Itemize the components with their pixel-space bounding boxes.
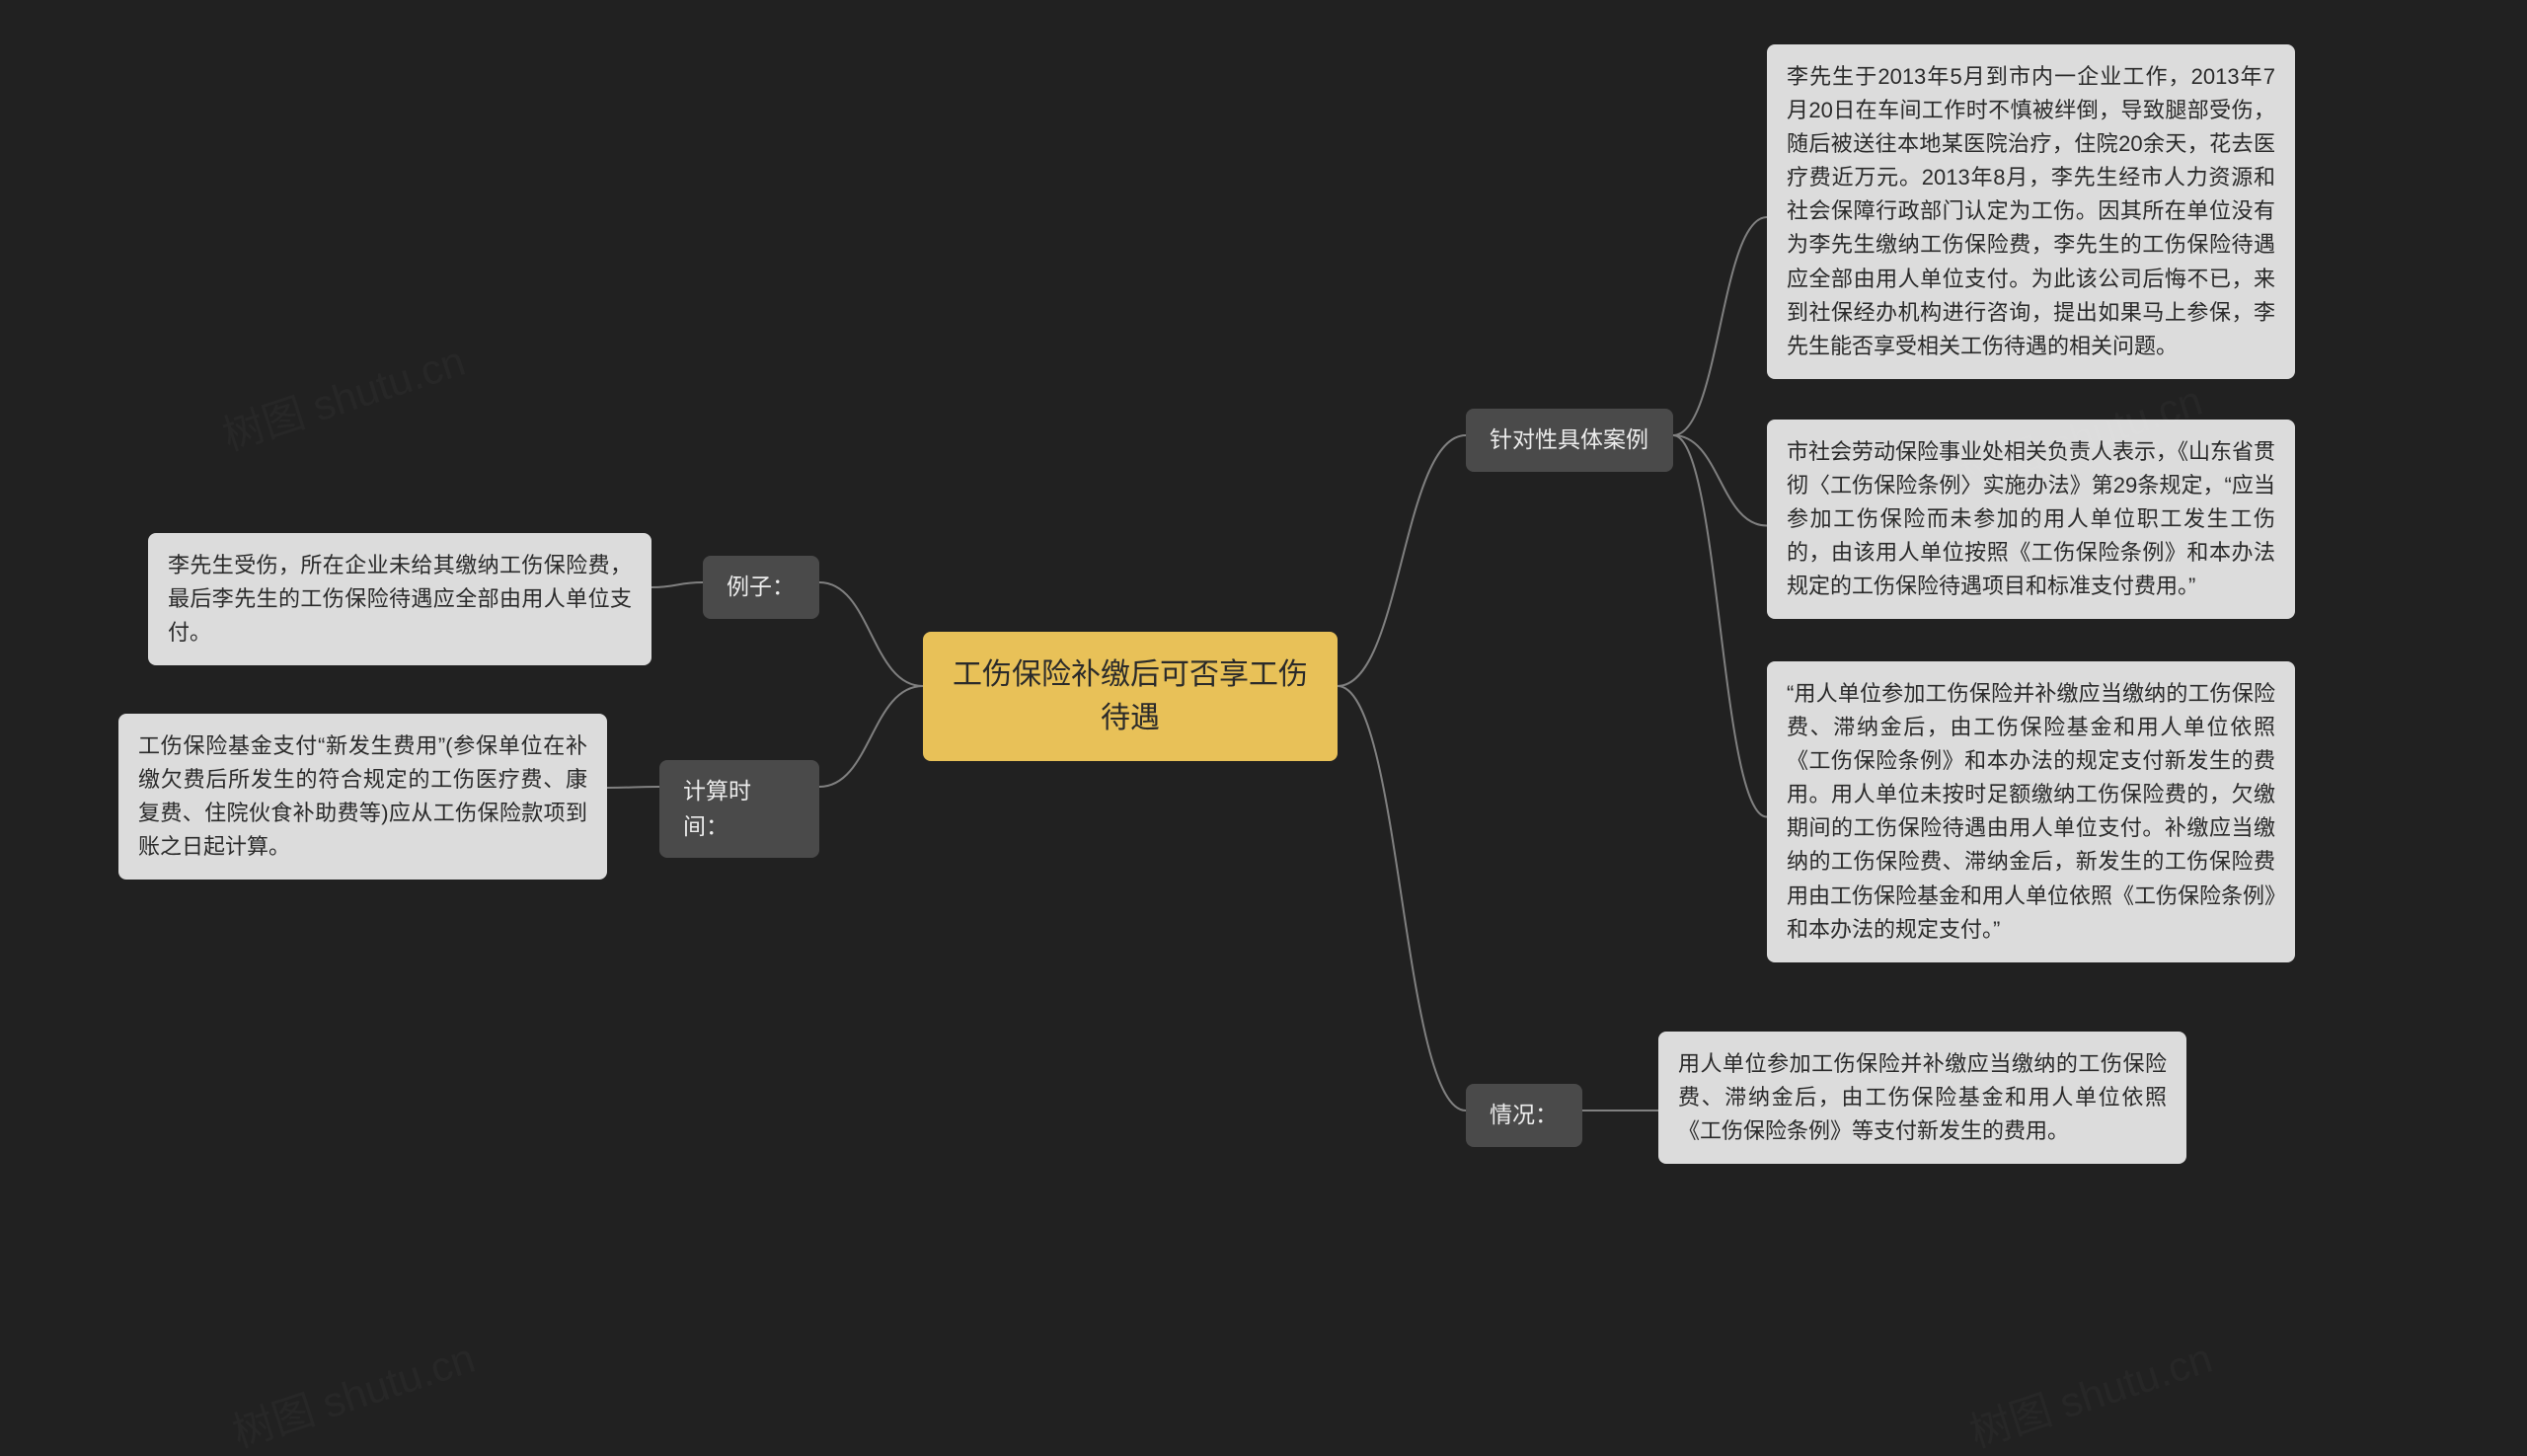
l_case2-label: 市社会劳动保险事业处相关负责人表示，《山东省贯彻〈工伤保险条例〉实施办法》第29… (1787, 439, 2275, 598)
l_time: 工伤保险基金支付“新发生费用”(参保单位在补缴欠费后所发生的符合规定的工伤医疗费… (118, 714, 607, 880)
l_situation: 用人单位参加工伤保险并补缴应当缴纳的工伤保险费、滞纳金后，由工伤保险基金和用人单… (1658, 1032, 2186, 1164)
connector (1338, 686, 1466, 1111)
b_example-label: 例子： (727, 574, 795, 599)
connector (1673, 435, 1767, 526)
b_example[interactable]: 例子： (703, 556, 819, 619)
l_example-label: 李先生受伤，所在企业未给其缴纳工伤保险费，最后李先生的工伤保险待遇应全部由用人单… (168, 553, 632, 645)
b_cases-label: 针对性具体案例 (1490, 426, 1648, 452)
connector (1338, 435, 1466, 686)
connector (1673, 435, 1767, 817)
l_case1: 李先生于2013年5月到市内一企业工作，2013年7月20日在车间工作时不慎被绊… (1767, 44, 2295, 379)
l_case3-label: “用人单位参加工伤保险并补缴应当缴纳的工伤保险费、滞纳金后，由工伤保险基金和用人… (1787, 681, 2275, 942)
connector (607, 787, 659, 788)
connector (819, 582, 923, 686)
b_situation[interactable]: 情况： (1466, 1084, 1582, 1147)
l_case1-label: 李先生于2013年5月到市内一企业工作，2013年7月20日在车间工作时不慎被绊… (1787, 64, 2275, 358)
mindmap-root[interactable]: 工伤保险补缴后可否享工伤待遇 (923, 632, 1338, 761)
l_example: 李先生受伤，所在企业未给其缴纳工伤保险费，最后李先生的工伤保险待遇应全部由用人单… (148, 533, 651, 665)
l_case2: 市社会劳动保险事业处相关负责人表示，《山东省贯彻〈工伤保险条例〉实施办法》第29… (1767, 420, 2295, 619)
watermark: 树图 shutu.cn (214, 328, 472, 463)
l_time-label: 工伤保险基金支付“新发生费用”(参保单位在补缴欠费后所发生的符合规定的工伤医疗费… (138, 733, 587, 859)
l_case3: “用人单位参加工伤保险并补缴应当缴纳的工伤保险费、滞纳金后，由工伤保险基金和用人… (1767, 661, 2295, 962)
l_situation-label: 用人单位参加工伤保险并补缴应当缴纳的工伤保险费、滞纳金后，由工伤保险基金和用人单… (1678, 1051, 2167, 1143)
watermark: 树图 shutu.cn (1961, 1325, 2219, 1456)
connector (651, 582, 703, 587)
watermark: 树图 shutu.cn (224, 1325, 482, 1456)
b_situation-label: 情况： (1490, 1102, 1558, 1127)
b_time-label: 计算时间： (683, 778, 751, 839)
b_time[interactable]: 计算时间： (659, 760, 819, 858)
connector (1673, 217, 1767, 435)
connector (819, 686, 923, 787)
root-label: 工伤保险补缴后可否享工伤待遇 (953, 658, 1308, 734)
b_cases[interactable]: 针对性具体案例 (1466, 409, 1673, 472)
